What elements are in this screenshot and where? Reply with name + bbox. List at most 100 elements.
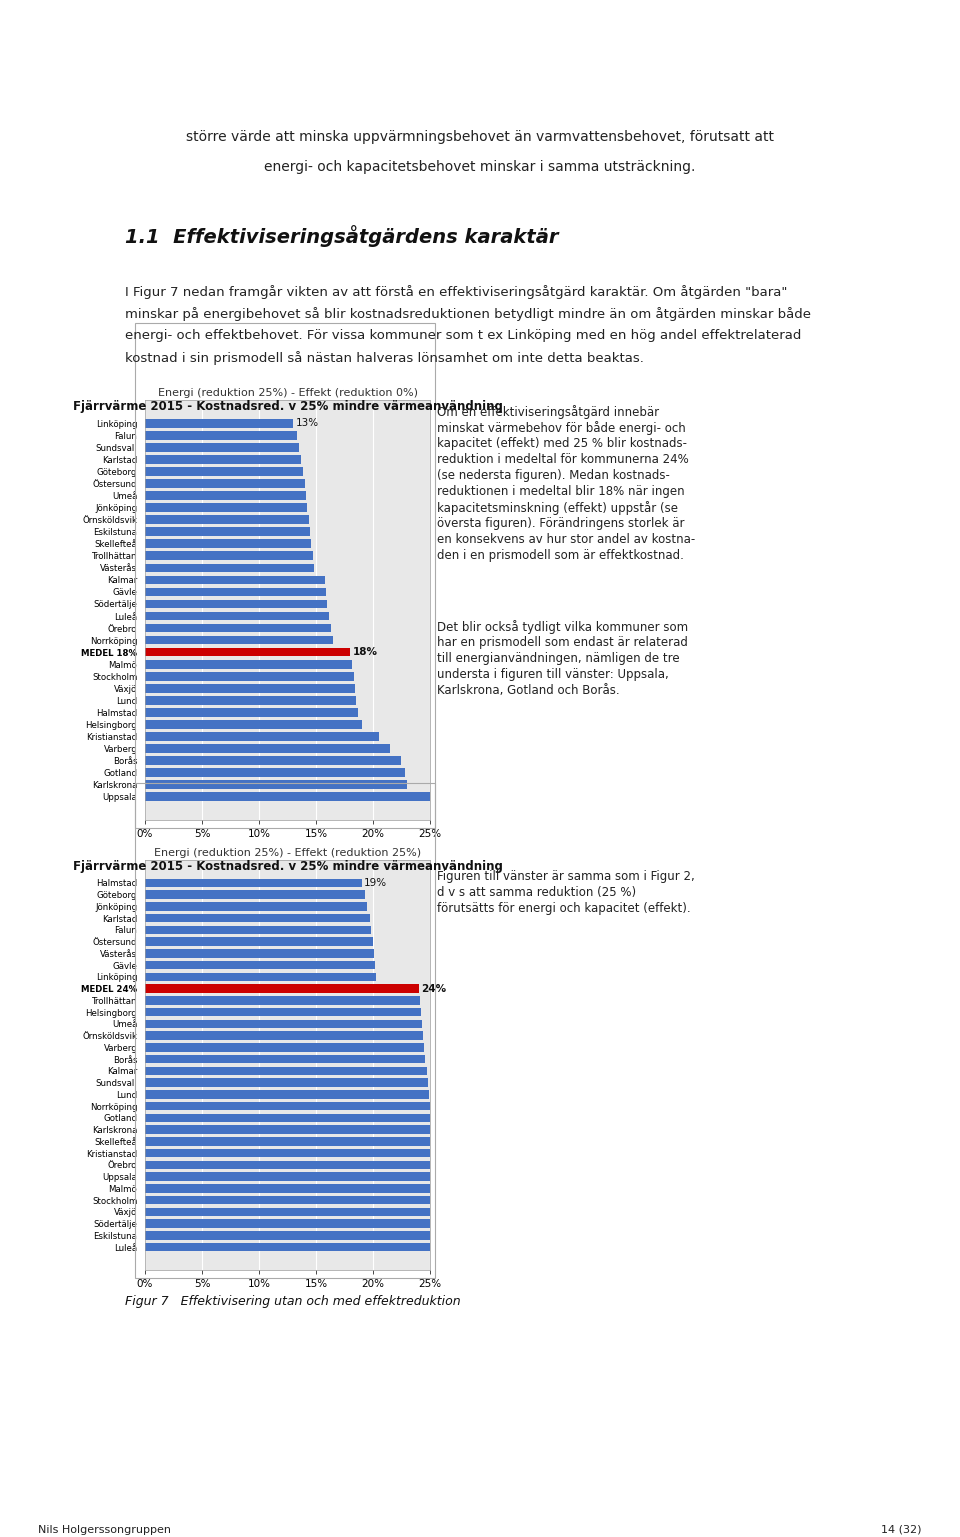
Bar	[145, 709, 358, 716]
Bar	[145, 515, 309, 524]
Bar	[145, 420, 293, 427]
Bar	[145, 443, 299, 452]
Bar	[145, 455, 301, 464]
Bar	[145, 1219, 442, 1228]
Text: Figuren till vänster är samma som i Figur 2,: Figuren till vänster är samma som i Figu…	[437, 870, 694, 882]
Bar	[145, 672, 353, 681]
Bar	[145, 503, 307, 512]
Bar	[145, 1160, 436, 1170]
Text: reduktionen i medeltal blir 18% när ingen: reduktionen i medeltal blir 18% när inge…	[437, 486, 684, 498]
Bar	[145, 915, 370, 922]
Text: 14 (32): 14 (32)	[881, 1525, 922, 1535]
Text: (se nedersta figuren). Medan kostnads-: (se nedersta figuren). Medan kostnads-	[437, 469, 670, 483]
Bar	[145, 612, 328, 621]
Text: har en prismodell som endast är relaterad: har en prismodell som endast är relatera…	[437, 636, 687, 649]
Bar	[145, 938, 373, 945]
Bar	[145, 599, 327, 609]
Bar	[145, 1067, 426, 1074]
Bar	[145, 1008, 420, 1016]
Bar	[145, 996, 420, 1005]
Bar	[145, 647, 350, 656]
Text: 1.1  Effektiviseringsåtgärdens karaktär: 1.1 Effektiviseringsåtgärdens karaktär	[125, 224, 559, 247]
Text: en konsekvens av hur stor andel av kostna-: en konsekvens av hur stor andel av kostn…	[437, 533, 695, 546]
Bar	[145, 744, 390, 753]
Bar	[145, 950, 374, 958]
Text: 24%: 24%	[420, 984, 446, 993]
Text: Det blir också tydligt vilka kommuner som: Det blir också tydligt vilka kommuner so…	[437, 619, 688, 633]
Text: understa i figuren till vänster: Uppsala,: understa i figuren till vänster: Uppsala…	[437, 669, 668, 681]
Bar	[145, 1243, 444, 1251]
Text: Figur 7   Effektivisering utan och med effektreduktion: Figur 7 Effektivisering utan och med eff…	[125, 1296, 461, 1308]
Bar	[145, 1196, 439, 1205]
Text: kapacitetsminskning (effekt) uppstår (se: kapacitetsminskning (effekt) uppstår (se	[437, 501, 678, 515]
Bar	[145, 539, 311, 549]
Bar	[145, 624, 331, 632]
Bar	[145, 1079, 428, 1087]
Bar	[145, 1044, 424, 1051]
Bar	[145, 902, 368, 910]
Text: större värde att minska uppvärmningsbehovet än varmvattensbehovet, förutsatt att: större värde att minska uppvärmningsbeho…	[186, 131, 774, 144]
Title: Energi (reduktion 25%) - Effekt (reduktion 25%): Energi (reduktion 25%) - Effekt (redukti…	[154, 848, 421, 858]
Text: energi- och kapacitetsbehovet minskar i samma utsträckning.: energi- och kapacitetsbehovet minskar i …	[264, 160, 696, 174]
Bar	[145, 781, 407, 788]
Bar	[145, 925, 371, 934]
Bar	[145, 552, 313, 559]
Text: till energianvändningen, nämligen de tre: till energianvändningen, nämligen de tre	[437, 652, 680, 666]
Bar	[145, 1231, 443, 1240]
Bar	[145, 1054, 425, 1064]
Bar	[145, 587, 326, 596]
Text: kostnad i sin prismodell så nästan halveras lönsamhet om inte detta beaktas.: kostnad i sin prismodell så nästan halve…	[125, 350, 643, 364]
Bar	[145, 879, 362, 887]
Text: 18%: 18%	[352, 647, 377, 658]
Bar	[145, 1183, 438, 1193]
Bar	[145, 1208, 441, 1216]
Text: I Figur 7 nedan framgår vikten av att förstå en effektiviseringsåtgärd karaktär.: I Figur 7 nedan framgår vikten av att fö…	[125, 284, 787, 300]
Text: översta figuren). Förändringens storlek är: översta figuren). Förändringens storlek …	[437, 516, 684, 530]
Text: Nils Holgerssongruppen: Nils Holgerssongruppen	[38, 1525, 172, 1535]
Text: Fjärrvärme 2015 - Kostnadsred. v 25% mindre värmeanvändning: Fjärrvärme 2015 - Kostnadsred. v 25% min…	[73, 861, 502, 873]
Bar	[145, 756, 401, 765]
Text: d v s att samma reduktion (25 %): d v s att samma reduktion (25 %)	[437, 885, 636, 899]
Text: minskat värmebehov för både energi- och: minskat värmebehov för både energi- och	[437, 421, 685, 435]
Bar	[145, 527, 310, 536]
Bar	[145, 467, 303, 476]
Bar	[145, 1031, 423, 1041]
Bar	[145, 1019, 422, 1028]
Bar	[145, 480, 304, 487]
Bar	[145, 961, 375, 970]
Bar	[145, 1125, 432, 1134]
Bar	[145, 1090, 429, 1099]
Bar	[145, 732, 378, 741]
Bar	[145, 890, 365, 899]
Bar	[145, 1137, 433, 1145]
Text: förutsätts för energi och kapacitet (effekt).: förutsätts för energi och kapacitet (eff…	[437, 902, 690, 915]
Bar	[145, 684, 355, 693]
Text: 19%: 19%	[364, 878, 387, 888]
Bar	[145, 984, 419, 993]
Bar	[145, 1114, 431, 1122]
Text: Karlskrona, Gotland och Borås.: Karlskrona, Gotland och Borås.	[437, 684, 619, 696]
Text: energi- och effektbehovet. För vissa kommuner som t ex Linköping med en hög ande: energi- och effektbehovet. För vissa kom…	[125, 329, 802, 343]
Bar	[145, 659, 352, 669]
Bar	[145, 973, 376, 981]
Bar	[145, 1102, 430, 1110]
Bar	[145, 719, 362, 729]
Text: reduktion i medeltal för kommunerna 24%: reduktion i medeltal för kommunerna 24%	[437, 453, 688, 466]
Bar	[145, 1173, 437, 1180]
Bar	[145, 696, 356, 704]
Title: Energi (reduktion 25%) - Effekt (reduktion 0%): Energi (reduktion 25%) - Effekt (redukti…	[157, 387, 418, 398]
Bar	[145, 564, 314, 572]
Bar	[145, 575, 325, 584]
Text: den i en prismodell som är effektkostnad.: den i en prismodell som är effektkostnad…	[437, 549, 684, 563]
Bar	[145, 636, 333, 644]
Bar	[145, 492, 305, 500]
Text: 13%: 13%	[296, 418, 319, 429]
Text: Fjärrvärme 2015 - Kostnadsred. v 25% mindre värmeanvändning: Fjärrvärme 2015 - Kostnadsred. v 25% min…	[73, 400, 502, 413]
Text: Om en effektiviseringsåtgärd innebär: Om en effektiviseringsåtgärd innebär	[437, 406, 659, 420]
Bar	[145, 792, 430, 801]
Bar	[145, 1148, 435, 1157]
Bar	[145, 768, 405, 776]
Text: minskar på energibehovet så blir kostnadsreduktionen betydligt mindre än om åtgä: minskar på energibehovet så blir kostnad…	[125, 307, 811, 321]
Text: kapacitet (effekt) med 25 % blir kostnads-: kapacitet (effekt) med 25 % blir kostnad…	[437, 437, 686, 450]
Bar	[145, 430, 297, 440]
